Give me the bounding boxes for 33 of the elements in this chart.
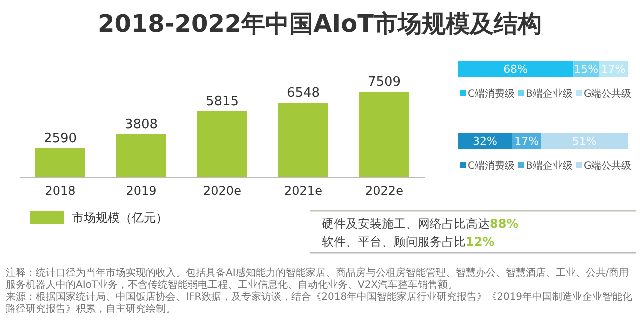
x-tick-label: 2021e (284, 184, 322, 198)
data-label: 5815 (206, 94, 240, 110)
data-label: 51% (572, 135, 597, 148)
x-tick-label: 2020e (204, 184, 242, 198)
bar (36, 148, 86, 178)
x-tick-label: 2018 (45, 184, 76, 198)
legend-label: 市场规模（亿元） (72, 211, 168, 225)
x-tick-label: 2019 (126, 184, 157, 198)
data-label: 2590 (44, 131, 78, 146)
data-label: 15% (574, 63, 599, 76)
data-label: 7509 (368, 75, 402, 90)
text: 软件、平台、顾问服务占比12% (322, 235, 495, 249)
bar (116, 134, 166, 178)
data-label: 3808 (124, 117, 158, 132)
bar (278, 103, 328, 178)
x-tick-label: 2022e (366, 184, 404, 198)
legend-label: G端公共级 (584, 88, 632, 100)
text: 硬件及安装施工、网络占比高达88% (322, 217, 519, 231)
legend-label: G端公共级 (584, 160, 632, 172)
data-label: 32% (472, 135, 498, 148)
text: 注释：统计口径为当年市场实现的收入。包括具备AI感知能力的智能家居、商品房与公租房智能管理、智慧办公、智慧酒店、工业、公共/商用服务机器人中的AIoT业务，不含传统智能弱电工程、工业信息化、自动化业务、V2X汽车整车销售额。 (6, 268, 630, 292)
data-label: 68% (504, 63, 528, 76)
data-label: 17% (601, 63, 626, 76)
data-label: 6548 (286, 86, 320, 102)
legend-label: B端企业级 (526, 88, 573, 100)
data-label: 17% (514, 135, 540, 148)
bar (198, 111, 248, 178)
legend-label: C端消费级 (468, 160, 515, 172)
chart-title: 2018-2022年中国AIoT市场规模及结构 (98, 10, 542, 38)
legend-label: C端消费级 (468, 88, 515, 100)
legend-label: B端企业级 (526, 160, 573, 172)
source-note: 来源：根据国家统计局、中国饭店协会、IFR数据，及专家访谈，结合《2018年中国智能家居行业研究报告》《2019年中国制造业企业智能化路径研究报告》积累，自主研究绘制。 (6, 292, 634, 316)
bar (360, 92, 410, 178)
